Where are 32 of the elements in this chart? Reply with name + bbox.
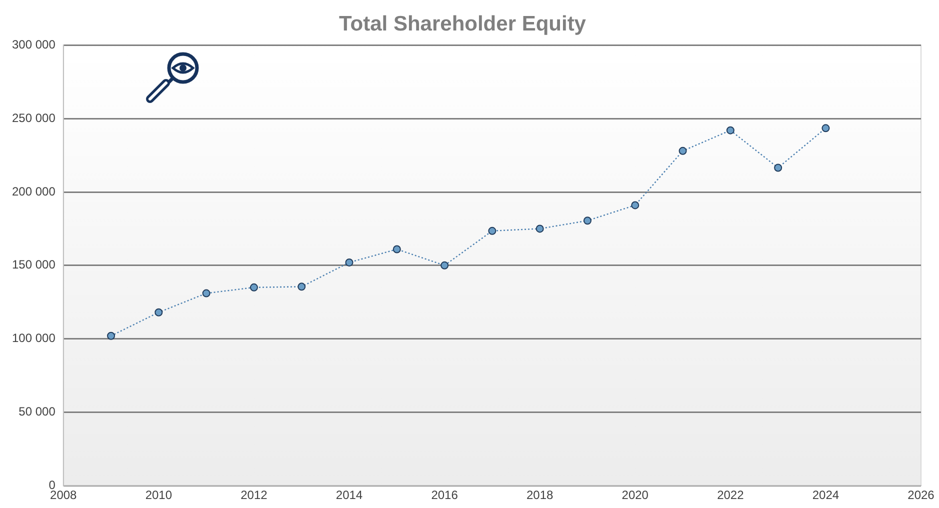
point <box>250 283 258 292</box>
point <box>202 289 210 298</box>
point <box>583 216 592 225</box>
point <box>107 332 116 340</box>
y-tick-label: 100 000 <box>12 331 56 346</box>
x-tick-label: 2012 <box>240 488 268 502</box>
point <box>440 261 449 270</box>
x-tick-label: 2022 <box>717 488 744 502</box>
x-tick-label: 2024 <box>812 488 840 502</box>
y-tick-label: 300 000 <box>12 38 56 52</box>
x-tick-label: 2020 <box>622 488 649 502</box>
x-tick-label: 2016 <box>431 488 458 502</box>
point <box>631 201 640 210</box>
point <box>536 224 544 233</box>
point <box>298 282 306 291</box>
x-tick-label: 2018 <box>526 488 554 502</box>
point <box>774 164 782 172</box>
point <box>392 245 401 254</box>
point <box>822 124 830 132</box>
point <box>488 226 496 235</box>
point <box>345 258 354 266</box>
y-tick-label: 250 000 <box>12 110 56 125</box>
y-tick-label: 150 000 <box>12 258 56 272</box>
y-tick-label: 50 000 <box>18 404 56 419</box>
x-tick-label: 2014 <box>336 488 363 502</box>
y-tick-label: 200 000 <box>12 184 56 198</box>
chart-title: Total Shareholder Equity <box>339 12 586 36</box>
point <box>726 126 734 134</box>
x-tick-label: 2026 <box>908 488 935 502</box>
point <box>154 308 163 316</box>
x-tick-label: 2010 <box>145 488 172 502</box>
point <box>678 146 687 155</box>
